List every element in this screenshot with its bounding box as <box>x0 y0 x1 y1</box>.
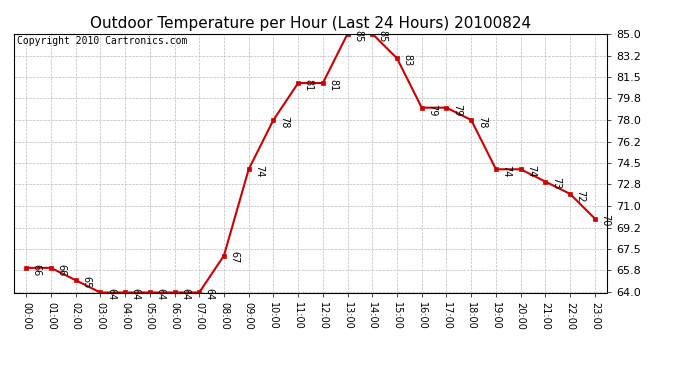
Text: 64: 64 <box>106 288 116 301</box>
Text: 81: 81 <box>328 79 338 91</box>
Text: 72: 72 <box>575 190 586 202</box>
Text: 65: 65 <box>81 276 91 288</box>
Text: 85: 85 <box>378 30 388 42</box>
Text: 78: 78 <box>279 116 289 128</box>
Text: 66: 66 <box>57 264 66 276</box>
Text: 79: 79 <box>452 104 462 116</box>
Text: 64: 64 <box>180 288 190 301</box>
Text: 74: 74 <box>502 165 511 177</box>
Text: 74: 74 <box>254 165 264 177</box>
Text: 67: 67 <box>230 251 239 264</box>
Text: 81: 81 <box>304 79 314 91</box>
Text: 70: 70 <box>600 214 611 227</box>
Title: Outdoor Temperature per Hour (Last 24 Hours) 20100824: Outdoor Temperature per Hour (Last 24 Ho… <box>90 16 531 31</box>
Text: Copyright 2010 Cartronics.com: Copyright 2010 Cartronics.com <box>17 36 187 46</box>
Text: 78: 78 <box>477 116 486 128</box>
Text: 83: 83 <box>402 54 413 66</box>
Text: 85: 85 <box>353 30 363 42</box>
Text: 74: 74 <box>526 165 536 177</box>
Text: 66: 66 <box>32 264 41 276</box>
Text: 73: 73 <box>551 177 561 190</box>
Text: 64: 64 <box>205 288 215 301</box>
Text: 64: 64 <box>130 288 141 301</box>
Text: 79: 79 <box>427 104 437 116</box>
Text: 64: 64 <box>155 288 166 301</box>
